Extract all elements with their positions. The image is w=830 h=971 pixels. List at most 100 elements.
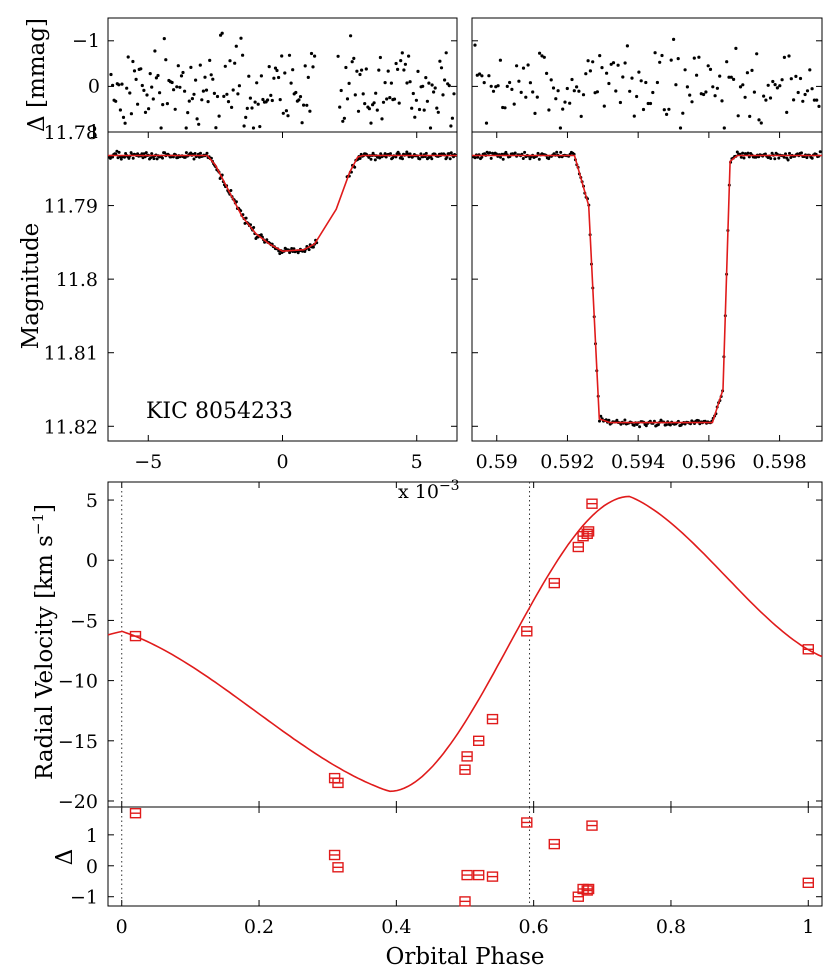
residual-point (450, 116, 454, 120)
residual-point (241, 53, 245, 57)
residual-point (132, 69, 137, 73)
y-tick-label: 1 (86, 825, 98, 847)
residual-point (785, 110, 789, 114)
residual-point (478, 72, 482, 76)
residual-point (270, 98, 274, 103)
y-tick-label: −10 (58, 671, 98, 693)
residual-point (713, 94, 717, 98)
residual-point (342, 116, 346, 120)
lightcurve-point (136, 152, 140, 156)
residual-point (447, 84, 451, 88)
x-tick-label: 0.6 (519, 916, 549, 938)
lightcurve-point (127, 156, 131, 160)
lightcurve-point (445, 155, 449, 159)
lightcurve-point (353, 165, 357, 169)
residual-point (364, 67, 368, 71)
residual-point (245, 106, 249, 110)
lightcurve-point (547, 157, 551, 161)
residual-point (341, 119, 345, 123)
residual-point (187, 99, 191, 103)
residual-point (796, 90, 800, 95)
residual-point (283, 71, 287, 75)
secondary-residuals-frame (471, 17, 823, 133)
residual-point (154, 76, 158, 80)
lightcurve-point (742, 156, 746, 160)
residual-point (111, 83, 115, 87)
residual-point (771, 79, 775, 84)
lightcurve-point (259, 233, 263, 237)
residual-point (261, 97, 265, 102)
lightcurve-point (183, 155, 187, 159)
lightcurve-point (115, 149, 119, 153)
residual-point (350, 60, 354, 64)
residual-point (577, 89, 581, 93)
residual-point (422, 108, 426, 112)
residual-point (201, 89, 205, 93)
lightcurve-point (598, 419, 601, 423)
residual-point (408, 80, 412, 84)
residual-point (248, 96, 252, 100)
residual-point (275, 68, 279, 73)
residual-point (308, 109, 312, 113)
residual-point (273, 66, 278, 70)
lightcurve-point (292, 247, 296, 251)
residual-point (540, 54, 544, 58)
lightcurve-point (161, 156, 164, 160)
residual-point (405, 81, 409, 85)
residual-point (143, 110, 148, 114)
residual-point (588, 69, 593, 73)
residual-point (388, 96, 392, 100)
lightcurve-point (528, 157, 532, 161)
residual-point (120, 82, 124, 86)
residual-point (678, 126, 683, 130)
residual-point (768, 96, 773, 100)
residual-point (782, 55, 787, 60)
orbital-phase-x-label: Orbital Phase (386, 944, 545, 970)
x-tick-label: 0.2 (244, 916, 274, 938)
residual-point (424, 76, 428, 80)
residual-point (417, 107, 422, 112)
residual-point (542, 55, 546, 59)
residual-point (561, 107, 565, 111)
lightcurve-point (108, 156, 112, 160)
residual-point (556, 89, 560, 93)
residual-point (142, 88, 146, 92)
x-tick-label: 0.8 (656, 916, 686, 938)
lightcurve-point (150, 152, 154, 156)
lightcurve-point (142, 152, 146, 156)
residual-point (175, 85, 179, 89)
lightcurve-point (184, 151, 188, 155)
lightcurve-point (805, 156, 809, 160)
residual-point (287, 53, 292, 57)
lightcurve-point (424, 151, 428, 155)
residual-point (394, 61, 398, 66)
x-tick-label: 0.594 (611, 451, 665, 473)
residual-point (692, 56, 696, 60)
residual-point (145, 93, 149, 97)
residual-point (750, 68, 754, 72)
lightcurve-point (448, 157, 452, 161)
residual-point (510, 87, 514, 91)
residual-point (482, 81, 486, 85)
residual-point (378, 55, 382, 60)
residual-point (189, 65, 193, 69)
residual-point (291, 68, 295, 72)
lightcurve-point (149, 156, 153, 160)
residual-point (226, 100, 231, 104)
residual-point (711, 85, 715, 89)
residual-point (231, 88, 235, 92)
residual-point (233, 61, 237, 65)
lightcurve-point (786, 158, 790, 162)
residual-point (125, 86, 129, 90)
residual-point (361, 92, 365, 96)
residual-point (563, 100, 567, 104)
residual-point (616, 63, 620, 67)
lightcurve-point (513, 151, 517, 155)
residual-point (535, 95, 539, 99)
lightcurve-point (664, 423, 668, 427)
residual-point (706, 64, 710, 68)
lightcurve-point (476, 155, 480, 159)
lightcurve-point (244, 216, 248, 220)
lightcurve-point (311, 245, 315, 249)
